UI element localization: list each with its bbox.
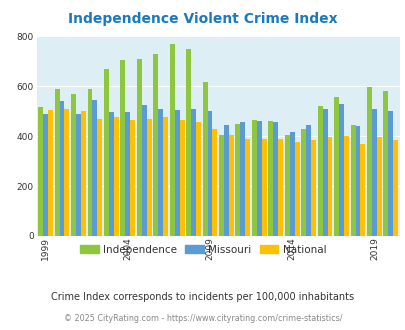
Bar — [174, 110, 179, 236]
Text: © 2025 CityRating.com - https://www.cityrating.com/crime-statistics/: © 2025 CityRating.com - https://www.city… — [64, 314, 341, 323]
Bar — [371, 109, 376, 236]
Bar — [343, 136, 348, 236]
Bar — [228, 135, 233, 236]
Bar — [235, 124, 240, 236]
Bar — [113, 117, 118, 236]
Bar — [55, 89, 60, 236]
Bar — [294, 142, 299, 236]
Bar — [136, 59, 141, 236]
Bar — [305, 125, 310, 236]
Bar — [179, 120, 184, 236]
Bar — [97, 119, 102, 236]
Bar — [350, 125, 355, 236]
Bar — [245, 139, 249, 236]
Bar — [71, 94, 76, 236]
Bar — [317, 106, 322, 236]
Bar — [109, 113, 113, 236]
Bar — [141, 105, 146, 236]
Bar — [366, 87, 371, 236]
Bar — [268, 121, 273, 236]
Bar — [240, 122, 245, 236]
Bar — [360, 144, 364, 236]
Bar — [158, 109, 163, 236]
Bar — [252, 120, 256, 236]
Bar — [284, 135, 289, 236]
Bar — [310, 140, 315, 236]
Bar — [196, 122, 200, 236]
Bar — [81, 111, 85, 236]
Bar — [120, 60, 125, 236]
Bar — [376, 137, 381, 236]
Bar — [130, 120, 135, 236]
Bar — [224, 125, 228, 236]
Bar — [301, 129, 305, 236]
Bar — [163, 117, 168, 236]
Legend: Independence, Missouri, National: Independence, Missouri, National — [75, 241, 330, 259]
Bar — [169, 44, 174, 236]
Bar — [277, 139, 282, 236]
Bar — [327, 137, 332, 236]
Bar — [186, 49, 191, 236]
Bar — [76, 114, 81, 236]
Bar — [289, 132, 294, 236]
Bar — [202, 82, 207, 236]
Bar — [392, 140, 397, 236]
Bar — [60, 101, 64, 236]
Bar — [64, 109, 69, 236]
Bar — [355, 126, 360, 236]
Text: Crime Index corresponds to incidents per 100,000 inhabitants: Crime Index corresponds to incidents per… — [51, 292, 354, 302]
Bar — [388, 111, 392, 236]
Bar — [146, 119, 151, 236]
Bar — [207, 111, 212, 236]
Bar — [333, 97, 338, 236]
Bar — [273, 122, 277, 236]
Bar — [212, 129, 217, 236]
Bar — [43, 114, 48, 236]
Bar — [38, 108, 43, 236]
Bar — [104, 69, 109, 236]
Bar — [87, 89, 92, 236]
Bar — [261, 139, 266, 236]
Bar — [256, 121, 261, 236]
Bar — [48, 110, 53, 236]
Bar — [219, 135, 224, 236]
Bar — [191, 109, 196, 236]
Bar — [338, 104, 343, 236]
Text: Independence Violent Crime Index: Independence Violent Crime Index — [68, 12, 337, 25]
Bar — [125, 113, 130, 236]
Bar — [92, 100, 97, 236]
Bar — [153, 54, 158, 236]
Bar — [383, 91, 388, 236]
Bar — [322, 109, 327, 236]
